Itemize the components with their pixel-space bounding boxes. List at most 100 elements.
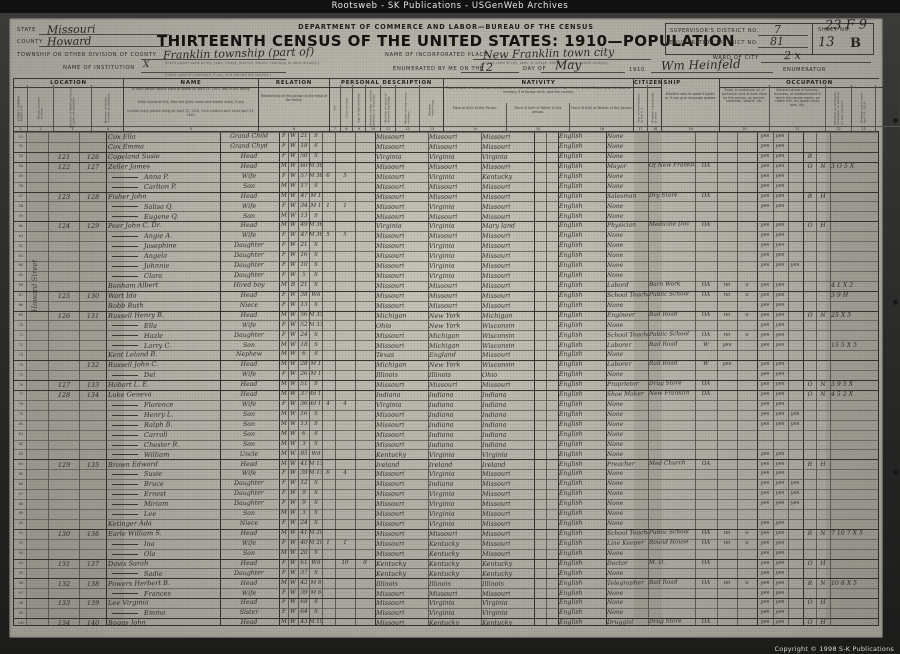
cell-lang: English bbox=[558, 519, 583, 528]
cell-emp: OA bbox=[701, 619, 711, 626]
cell-color: W bbox=[290, 420, 297, 427]
cell-read: yes bbox=[760, 232, 770, 239]
cell-birth: Kentucky bbox=[375, 569, 407, 578]
cell-mbirth: Missouri bbox=[481, 529, 510, 538]
dayof-label: DAY OF bbox=[523, 66, 547, 72]
cell-farm: 3 9 5 X bbox=[830, 380, 853, 389]
cell-write: yes bbox=[775, 261, 785, 269]
cell-age: 6 bbox=[302, 351, 306, 358]
cell-read: yes bbox=[760, 152, 770, 160]
cell-sex: M bbox=[280, 510, 287, 517]
cell-lang: English bbox=[558, 549, 583, 557]
cell-mbirth: Wisconsin bbox=[481, 321, 515, 330]
cell-read: yes bbox=[760, 281, 770, 288]
cell-mbirth: Virginia bbox=[481, 152, 508, 162]
cell-write: yes bbox=[775, 301, 785, 308]
cell-sex: M bbox=[280, 410, 287, 417]
site-banner: Rootsweb - SK Publications - USGenWeb Ar… bbox=[0, 0, 900, 13]
cell-relation: Head bbox=[240, 152, 258, 161]
cell-weeks: o bbox=[745, 579, 750, 586]
punch-hole-2 bbox=[893, 300, 898, 305]
cell-occ: Physician bbox=[607, 221, 637, 230]
cell-name: Lee Virginia bbox=[108, 598, 150, 608]
cell-emp: OA bbox=[701, 331, 711, 338]
cell-ms: Wd bbox=[311, 450, 321, 457]
table-row: 55 Anna P. Wife F W 57 M 38 6 5 Missouri Virginia K… bbox=[14, 172, 878, 182]
cell-sex: F bbox=[281, 559, 286, 566]
cell-color: W bbox=[290, 619, 297, 626]
cell-age: 39 bbox=[300, 589, 308, 596]
cell-occ: School Teacher bbox=[607, 330, 649, 339]
form-title: THIRTEENTH CENSUS OF THE UNITED STATES: … bbox=[157, 32, 735, 50]
cell-occ: None bbox=[607, 509, 624, 518]
cell-house: 126 bbox=[57, 311, 70, 320]
table-row: 70 Ella Wife F W 52 M 33 Ohio New York Wisconsin E… bbox=[14, 320, 878, 330]
table-row: 80 Ralph B. Son M W 13 S Missouri Indiana Indiana… bbox=[14, 420, 878, 430]
cell-sex: M bbox=[280, 420, 287, 427]
cell-mbirth: Ohio bbox=[481, 370, 497, 380]
cell-write: yes bbox=[775, 331, 785, 338]
cell-age: 61 bbox=[300, 559, 308, 566]
cell-fbirth: Virginia bbox=[428, 172, 455, 181]
cell-mbirth: Missouri bbox=[481, 588, 510, 598]
cell-mbirth: Missouri bbox=[481, 519, 510, 529]
table-row: 85 Susie Wife F W 39 M 13 6 4 Missouri Virginia Mis… bbox=[14, 469, 878, 479]
row-number: 66 bbox=[18, 283, 24, 288]
cell-color: W bbox=[290, 390, 297, 398]
ward-label: WARD OF CITY bbox=[712, 55, 759, 61]
cell-fbirth: Kentucky bbox=[428, 549, 460, 558]
cell-occ: None bbox=[607, 251, 624, 260]
cell-lang: English bbox=[558, 400, 583, 409]
cell-age: 18 bbox=[300, 142, 308, 150]
cell-birth: Missouri bbox=[375, 410, 405, 419]
cell-weeks: o bbox=[745, 539, 750, 546]
cell-write: yes bbox=[775, 500, 785, 507]
cell-ms: M 19 bbox=[309, 618, 322, 626]
cell-relation: Head bbox=[240, 222, 258, 230]
cell-write: yes bbox=[775, 480, 785, 487]
cell-fbirth: Missouri bbox=[428, 231, 457, 241]
table-row: 51 Cox Ella Grand Child F W 21 S Missouri Missou… bbox=[14, 132, 878, 142]
cell-fbirth: Missouri bbox=[428, 301, 457, 310]
cell-mbirth: Virginia bbox=[481, 608, 508, 618]
cell-emp: OA bbox=[701, 291, 711, 298]
row-number: 68 bbox=[18, 303, 24, 308]
cell-age: 9 bbox=[302, 500, 306, 507]
cell-occ: None bbox=[607, 182, 624, 190]
cell-name: Susie bbox=[106, 469, 219, 479]
cell-emp: OA bbox=[701, 381, 711, 388]
cell-occ: None bbox=[607, 599, 624, 607]
cell-occ: Salesman bbox=[607, 192, 637, 200]
cell-read: yes bbox=[760, 361, 770, 368]
cell-lang: English bbox=[558, 142, 583, 151]
enumeration-district-value: 81 bbox=[769, 34, 785, 49]
cell-relation: Head bbox=[240, 579, 258, 587]
group-nativity: NATIVITY Place of birth of each person a… bbox=[444, 79, 634, 131]
cell-lang: English bbox=[558, 618, 583, 626]
cell-sex: F bbox=[281, 539, 286, 546]
cell-relation: Daughter bbox=[234, 489, 265, 498]
cell-farm: 3 O 5 X bbox=[830, 162, 854, 170]
cell-cl: 0 bbox=[362, 559, 367, 566]
enumerated-label: ENUMERATED BY ME ON THE bbox=[393, 66, 484, 72]
cell-birth: Missouri bbox=[375, 142, 405, 152]
cell-birth: Missouri bbox=[375, 172, 405, 181]
cell-lang: English bbox=[558, 509, 583, 518]
cell-house: 129 bbox=[57, 460, 70, 469]
cell-lang: English bbox=[558, 132, 583, 141]
cell-mbirth: Indiana bbox=[481, 420, 507, 429]
table-row: 72 Larry C. Son M W 18 S Missouri Michigan Wiscon… bbox=[14, 340, 878, 350]
cell-house: 131 bbox=[57, 559, 70, 568]
cell-birth: Missouri bbox=[375, 539, 405, 548]
cell-occ: Line Keeper bbox=[607, 539, 645, 547]
cell-sex: F bbox=[281, 202, 286, 209]
col-children-living-label: Number now living bbox=[427, 100, 435, 116]
cell-lang: English bbox=[558, 499, 583, 508]
table-row: 62 Josephine Daughter F W 21 S Missouri Virginia… bbox=[14, 241, 878, 251]
row-number: 75 bbox=[18, 372, 24, 377]
table-row: 83 William Uncle M W 85 Wd Kentucky Virginia Virg… bbox=[14, 449, 878, 459]
cell-occ: None bbox=[607, 489, 624, 498]
cell-lang: English bbox=[558, 579, 583, 587]
cell-name: Chester R. bbox=[106, 440, 219, 450]
row-number: 91 bbox=[18, 531, 24, 536]
